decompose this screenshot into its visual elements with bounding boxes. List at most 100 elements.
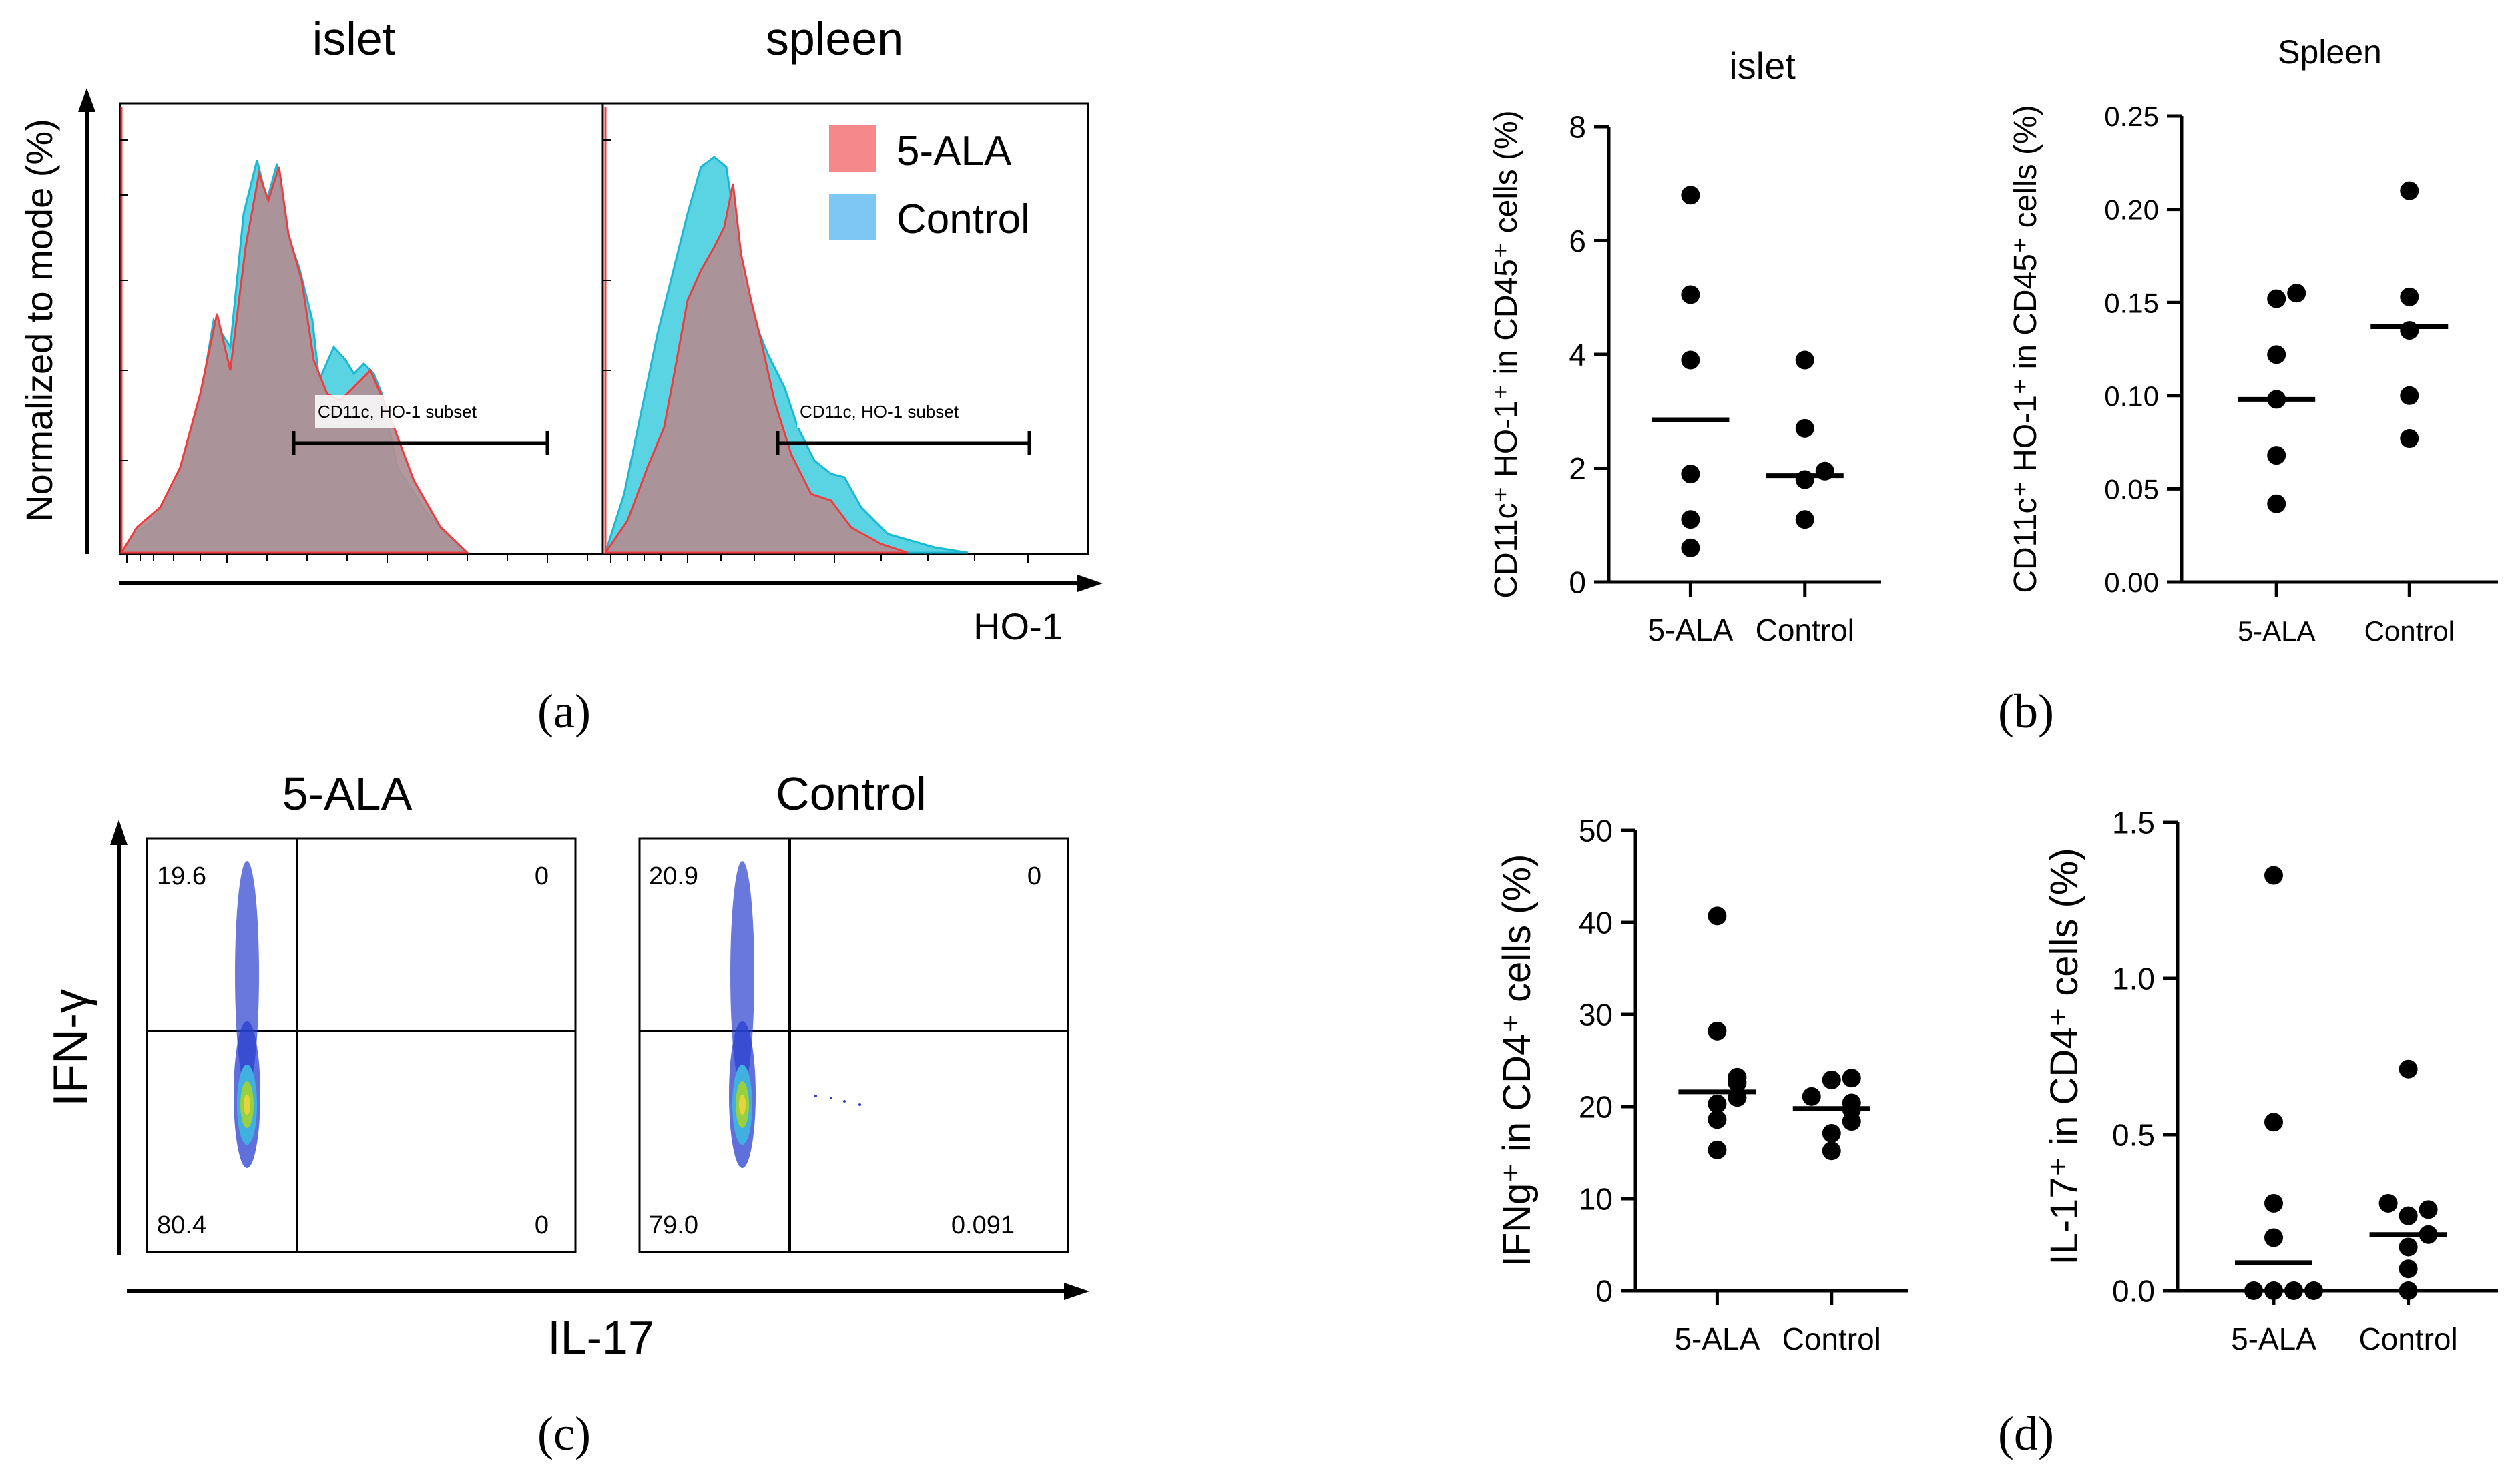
- data-point: [1795, 470, 1814, 489]
- dotplot-5ala-q-bottom-right: 0: [535, 1211, 549, 1239]
- data-point: [1822, 1124, 1841, 1143]
- data-point: [2264, 1193, 2283, 1213]
- y-tick-label: 0.25: [2104, 101, 2159, 132]
- y-tick-label: 2: [1569, 451, 1586, 486]
- dotplot-control: 20.9 0 79.0 0.091: [638, 837, 1069, 1253]
- data-point: [1708, 1110, 1727, 1129]
- data-point: [2287, 284, 2306, 303]
- dotplot-x-label: IL-17: [547, 1311, 654, 1364]
- histogram-islet-5ala: [119, 166, 470, 554]
- y-tick-label: 0.0: [2112, 1274, 2155, 1309]
- dotplot-control-q-top-left: 20.9: [649, 862, 698, 890]
- data-point: [2399, 1206, 2418, 1225]
- y-tick-label: 0: [1595, 1274, 1613, 1309]
- histogram-spleen-gate-label: CD11c, HO-1 subset: [800, 402, 959, 422]
- y-axis-label: CD11c⁺ HO-1⁺ in CD45⁺ cells (%): [2008, 105, 2043, 593]
- x-tick-label: Control: [1756, 613, 1854, 647]
- data-point: [2264, 1113, 2283, 1132]
- y-tick-label: 0.00: [2104, 567, 2159, 598]
- dotplot-5ala: 19.6 0 80.4 0: [146, 837, 577, 1253]
- y-tick-label: 50: [1579, 814, 1613, 848]
- x-tick-label: Control: [2358, 1321, 2457, 1356]
- dotplot-title-5ala: 5-ALA: [282, 768, 413, 820]
- scatter-chart-3: 0 10 20 30 40 50 IFNg⁺ in CD4⁺ cells (%) 5-ALA C…: [1495, 814, 1908, 1356]
- data-point: [1728, 1067, 1747, 1087]
- y-tick-label: 1.0: [2112, 962, 2155, 996]
- data-point: [2304, 1281, 2323, 1300]
- y-tick-label: 0.05: [2104, 474, 2159, 505]
- dotplot-title-control: Control: [776, 768, 927, 820]
- data-point: [2267, 446, 2286, 465]
- histogram-title-spleen: spleen: [766, 13, 903, 65]
- histogram-spleen-gate-label-bg: [797, 395, 1019, 428]
- data-point: [1802, 1087, 1821, 1106]
- scatter-chart-2: Spleen 0.00 0.05 0.10 0.15 0.20 0.25 CD11c⁺ HO-…: [2008, 33, 2498, 647]
- dotplot-5ala-frame: [146, 837, 577, 1253]
- dotplot-control-q-bottom-left: 79.0: [649, 1211, 698, 1239]
- y-tick-label: 0: [1569, 565, 1586, 600]
- dotplot-x-arrow: [1064, 1283, 1089, 1300]
- scatter-chart-1: islet 0 2 4 6 8 CD11c⁺ HO-1⁺ in CD45⁺ cells (%…: [1489, 45, 1881, 647]
- dotplot-5ala-events: [234, 861, 260, 1168]
- data-point: [2399, 1237, 2418, 1257]
- data-point: [2400, 429, 2419, 449]
- data-point: [1681, 465, 1700, 484]
- y-axis-label: IL-17⁺ in CD4⁺ cells (%): [2043, 848, 2086, 1265]
- data-point: [2400, 386, 2419, 405]
- dotplot-control-q-top-right: 0: [1027, 862, 1041, 890]
- y-tick-label: 20: [1579, 1090, 1613, 1125]
- chart-title: Spleen: [2278, 33, 2382, 71]
- data-point: [2264, 1228, 2283, 1247]
- histogram-spleen-gate: [776, 431, 1031, 455]
- x-tick-label: 5-ALA: [2238, 615, 2316, 647]
- data-point: [2284, 1281, 2303, 1300]
- histogram-y-arrow: [78, 88, 95, 112]
- x-tick-label: 5-ALA: [1648, 613, 1733, 647]
- data-point: [2267, 494, 2286, 513]
- data-point: [2400, 287, 2419, 306]
- legend-swatch-5ala: [829, 125, 876, 172]
- data-point: [2399, 1281, 2418, 1300]
- dotplot-control-events: [729, 861, 861, 1168]
- histogram-islet-gate-label-bg: [315, 395, 537, 428]
- data-point: [1681, 186, 1700, 205]
- scatter-chart-4: 0.0 0.5 1.0 1.5 IL-17⁺ in CD4⁺ cells (%) 5-AL…: [2043, 806, 2498, 1356]
- y-tick-label: 30: [1579, 998, 1613, 1032]
- y-tick-label: 0.15: [2104, 287, 2159, 318]
- histogram-title-islet: islet: [312, 13, 395, 65]
- legend-label-control: Control: [897, 196, 1030, 242]
- data-point: [1681, 285, 1700, 304]
- histogram-spleen-5ala: [603, 183, 909, 554]
- x-tick-label: 5-ALA: [1674, 1321, 1760, 1356]
- data-point: [1708, 1140, 1727, 1159]
- dotplot-5ala-q-bottom-left: 80.4: [157, 1211, 206, 1239]
- data-point: [2264, 1281, 2283, 1300]
- panel-label-a: (a): [537, 685, 591, 738]
- data-point: [1708, 1021, 1727, 1041]
- legend-swatch-control: [829, 194, 876, 240]
- data-point: [2378, 1193, 2398, 1213]
- dotplot-y-label: IFN-γ: [44, 989, 97, 1107]
- dotplot-control-frame: [638, 837, 1069, 1253]
- histogram-spleen-yticks: [603, 139, 611, 371]
- data-point: [2267, 289, 2286, 308]
- data-point: [1842, 1069, 1861, 1088]
- panel-c: 5-ALA Control IFN-γ IL-17 19.6 0 80.4 0: [44, 768, 1089, 1460]
- y-axis-label: CD11c⁺ HO-1⁺ in CD45⁺ cells (%): [1489, 110, 1524, 598]
- y-tick-label: 4: [1569, 338, 1586, 372]
- y-tick-label: 10: [1579, 1182, 1613, 1217]
- data-point: [1681, 510, 1700, 529]
- data-point: [2399, 1259, 2418, 1279]
- x-tick-label: Control: [1782, 1321, 1881, 1356]
- legend-label-5ala: 5-ALA: [897, 128, 1012, 174]
- x-tick-label: 5-ALA: [2231, 1321, 2316, 1356]
- y-tick-label: 0.5: [2112, 1118, 2155, 1153]
- y-tick-label: 40: [1579, 906, 1613, 940]
- histogram-x-label: HO-1: [973, 605, 1063, 647]
- y-tick-label: 0.20: [2104, 194, 2159, 226]
- histogram-legend: 5-ALA Control: [829, 125, 1030, 242]
- histogram-spleen: CD11c, HO-1 subset: [601, 102, 1089, 563]
- data-point: [2400, 321, 2419, 340]
- data-point: [2399, 1059, 2418, 1079]
